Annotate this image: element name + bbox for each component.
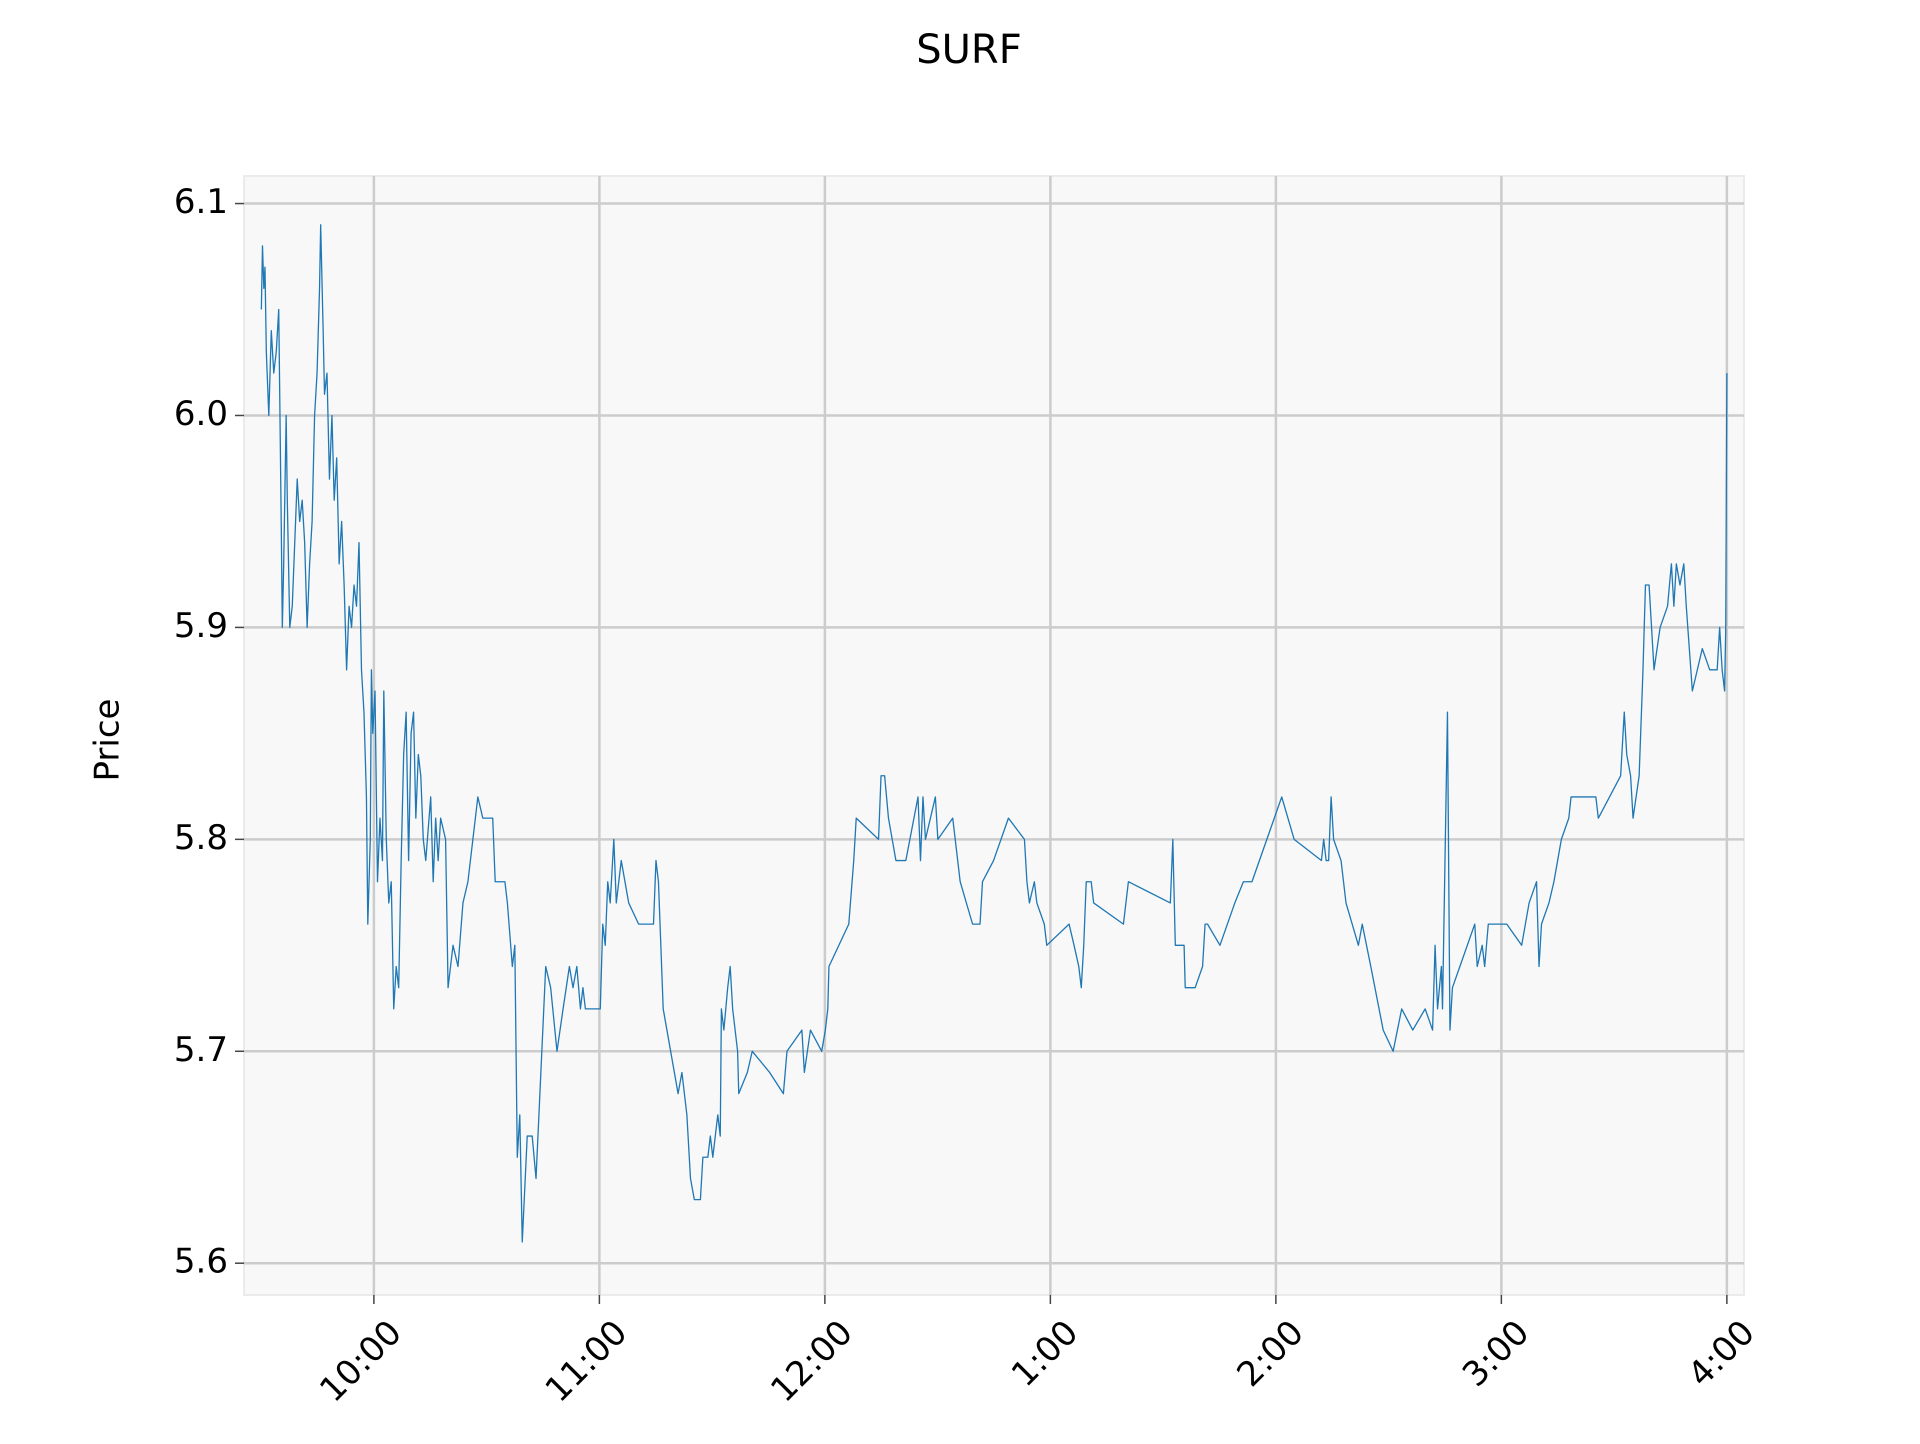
y-tick-label: 5.7 (174, 1030, 228, 1070)
y-tick-label: 5.6 (174, 1242, 228, 1282)
y-tick-label: 6.0 (174, 394, 228, 434)
x-tick-label: 12:00 (763, 1313, 861, 1411)
y-tick-label: 6.1 (174, 182, 228, 222)
x-tick-label: 10:00 (312, 1313, 410, 1411)
y-tick-label: 5.9 (174, 606, 228, 646)
x-tick-label: 2:00 (1229, 1313, 1311, 1395)
plot-area (243, 175, 1745, 1296)
x-tick-label: 1:00 (1004, 1313, 1086, 1395)
chart-title: SURF (916, 27, 1021, 73)
price-line (260, 224, 1728, 1243)
x-tick-label: 4:00 (1680, 1313, 1762, 1395)
y-tick-label: 5.8 (174, 818, 228, 858)
y-axis-label: Price (88, 699, 128, 782)
x-tick-label: 11:00 (538, 1313, 636, 1411)
x-tick-label: 3:00 (1455, 1313, 1537, 1395)
